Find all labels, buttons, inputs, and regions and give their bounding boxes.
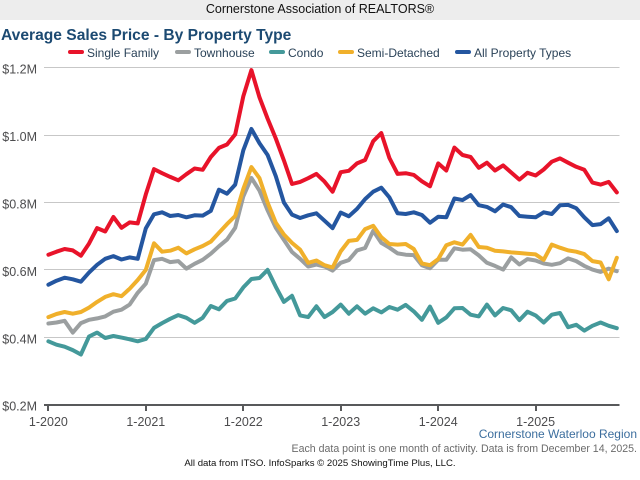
svg-text:1-2023: 1-2023 [321,415,360,429]
svg-text:$0.4M: $0.4M [2,332,37,346]
svg-text:1-2022: 1-2022 [224,415,263,429]
svg-text:1-2021: 1-2021 [126,415,165,429]
svg-text:$0.8M: $0.8M [2,198,37,212]
svg-text:$0.6M: $0.6M [2,265,37,279]
svg-text:1-2020: 1-2020 [29,415,68,429]
svg-text:1-2024: 1-2024 [419,415,458,429]
svg-text:$1.2M: $1.2M [2,63,37,77]
svg-text:$0.2M: $0.2M [2,400,37,414]
svg-text:1-2025: 1-2025 [516,415,555,429]
svg-text:$1.0M: $1.0M [2,130,37,144]
